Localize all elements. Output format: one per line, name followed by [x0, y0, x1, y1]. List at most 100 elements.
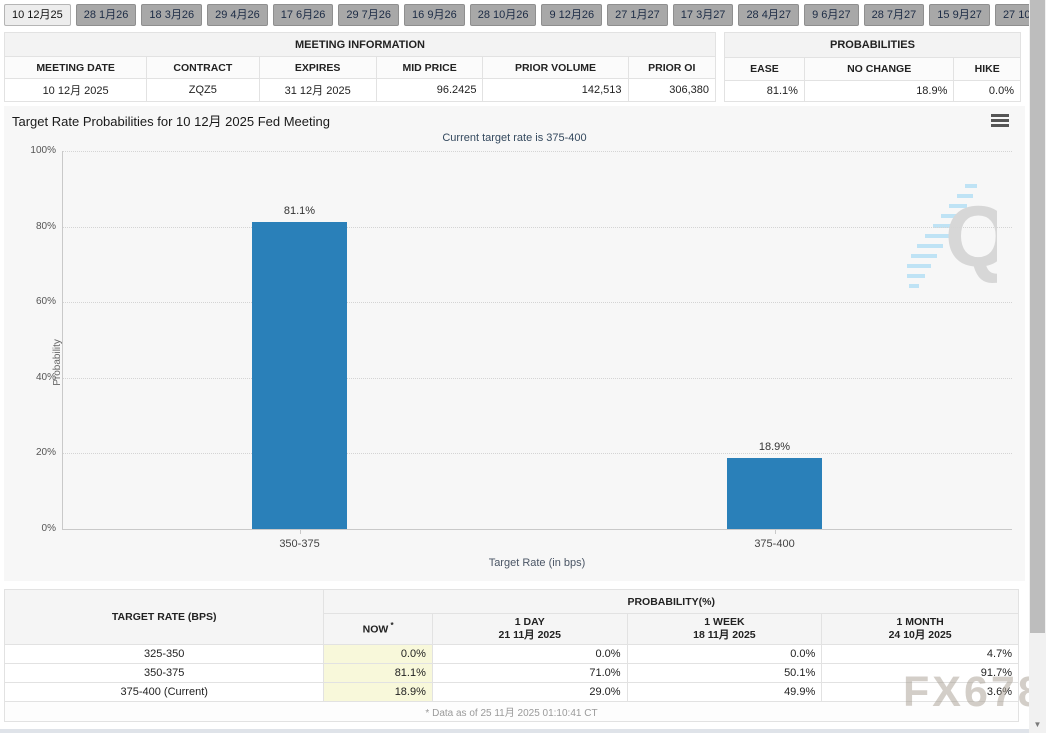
- x-axis-category-label: 375-400: [754, 538, 795, 550]
- period-col-header: 1 DAY 21 11月 2025: [431, 612, 628, 646]
- probabilities-col-header: NO CHANGE: [803, 57, 955, 82]
- y-axis-line: [62, 151, 63, 529]
- probability-group-header: PROBABILITY(%): [323, 589, 1019, 614]
- meeting-date-tab[interactable]: 28 7月27: [863, 4, 925, 26]
- y-axis-tick-label: 80%: [35, 220, 56, 232]
- probability-cell: 49.9%: [626, 682, 823, 703]
- meeting-info-value: ZQZ5: [146, 78, 260, 102]
- probability-cell: 0.0%: [431, 644, 628, 665]
- now-probability-cell: 81.1%: [323, 663, 433, 684]
- history-row: 350-375 81.1% 71.0% 50.1% 91.7%: [3, 663, 1019, 684]
- gridline: [62, 453, 1012, 455]
- meeting-info-col-header: MID PRICE: [375, 56, 484, 79]
- meeting-date-tab[interactable]: 27 1月27: [607, 4, 668, 26]
- meeting-info-col-header: MEETING DATE: [3, 56, 148, 79]
- data-as-of-footnote: * Data as of 25 11月 2025 01:10:41 CT: [4, 701, 1019, 723]
- vertical-scrollbar[interactable]: ▼: [1029, 0, 1046, 733]
- meeting-info-title: MEETING INFORMATION: [4, 32, 716, 57]
- meeting-date-tab[interactable]: 29 4月26: [207, 4, 268, 26]
- meeting-date-tab[interactable]: 9 6月27: [804, 4, 859, 26]
- x-axis-title: Target Rate (in bps): [488, 557, 586, 569]
- probability-cell: 50.1%: [626, 663, 823, 684]
- y-axis-tick-label: 0%: [41, 523, 56, 534]
- summary-tables-row: MEETING INFORMATION MEETING DATE CONTRACT E…: [3, 31, 1025, 102]
- x-axis-line: [62, 529, 1012, 530]
- meeting-date-tab[interactable]: 16 9月26: [404, 4, 465, 26]
- probability-cell: 29.0%: [431, 682, 628, 703]
- meeting-date-tab[interactable]: 9 12月26: [541, 4, 603, 26]
- probabilities-table: PROBABILITIES EASE NO CHANGE HIKE 81.1% 18.9%…: [724, 31, 1021, 102]
- y-axis-title: Probability: [51, 339, 63, 386]
- gridline: [62, 226, 1012, 228]
- probability-cell: 0.0%: [626, 644, 823, 665]
- meeting-info-col-header: CONTRACT: [146, 56, 260, 79]
- history-row: 375-400 (Current) 18.9% 29.0% 49.9% 3.6%: [3, 682, 1019, 703]
- probability-cell: 4.7%: [821, 644, 1019, 665]
- meeting-info-col-header: PRIOR OI: [627, 56, 716, 79]
- y-axis-tick-label: 100%: [30, 145, 56, 156]
- probabilities-col-header: EASE: [724, 57, 805, 82]
- plot-area: 0% 20% 40% 60% 80% 100% 81.1% 350-375 18.9% 375-4…: [30, 145, 1012, 581]
- now-probability-cell: 0.0%: [323, 644, 433, 665]
- scrollbar-thumb[interactable]: [1030, 0, 1045, 633]
- meeting-date-tab-bar: 10 12月25 28 1月26 18 3月26 29 4月26 17 6月26 29 7…: [0, 0, 1046, 30]
- target-rate-cell: 325-350: [3, 644, 325, 665]
- now-probability-cell: 18.9%: [323, 682, 433, 703]
- meeting-date-tab[interactable]: 29 7月26: [338, 4, 400, 26]
- chart-subtitle: Current target rate is 375-400: [442, 132, 587, 144]
- meeting-date-tab[interactable]: 15 9月27: [929, 4, 990, 26]
- probabilities-title: PROBABILITIES: [724, 31, 1021, 59]
- target-rate-header: TARGET RATE (BPS): [3, 588, 325, 646]
- y-axis-tick-label: 40%: [35, 371, 56, 383]
- y-axis-tick-label: 60%: [35, 296, 56, 308]
- probabilities-value: 0.0%: [953, 80, 1021, 102]
- bar-375-400[interactable]: [727, 457, 822, 529]
- probability-cell: 3.6%: [821, 682, 1019, 703]
- meeting-date-tab[interactable]: 18 3月26: [141, 4, 203, 26]
- meeting-date-tab[interactable]: 17 3月27: [672, 4, 734, 26]
- scrollbar-down-arrow[interactable]: ▼: [1033, 720, 1042, 729]
- meeting-info-col-header: PRIOR VOLUME: [482, 56, 629, 79]
- probability-cell: 91.7%: [821, 663, 1019, 684]
- x-axis-tick: [299, 529, 301, 534]
- bar-350-375[interactable]: [252, 222, 347, 529]
- bar-value-label: 18.9%: [758, 440, 791, 453]
- meeting-date-tab[interactable]: 28 4月27: [738, 4, 800, 26]
- period-col-header: 1 WEEK 18 11月 2025: [626, 612, 823, 646]
- meeting-info-value: 10 12月 2025: [3, 78, 148, 102]
- probability-cell: 71.0%: [431, 663, 628, 684]
- period-col-header: 1 MONTH 24 10月 2025: [821, 612, 1019, 646]
- x-axis-tick: [774, 529, 776, 534]
- meeting-info-value: 31 12月 2025: [258, 78, 377, 102]
- probabilities-col-header: HIKE: [953, 57, 1021, 82]
- target-rate-cell: 350-375: [3, 663, 325, 684]
- probability-chart: Target Rate Probabilities for 10 12月 202…: [4, 106, 1025, 581]
- period-col-header: NOW *: [323, 612, 433, 646]
- meeting-date-tab[interactable]: 28 1月26: [75, 4, 137, 26]
- meeting-date-tab[interactable]: 10 12月25: [4, 4, 71, 26]
- bottom-edge-bar: [0, 729, 1046, 733]
- bar-value-label: 81.1%: [283, 205, 316, 218]
- meeting-date-tab[interactable]: 17 6月26: [272, 4, 334, 26]
- meeting-info-col-header: EXPIRES: [258, 56, 377, 79]
- meeting-info-value: 142,513: [482, 78, 629, 102]
- chart-title: Target Rate Probabilities for 10 12月 202…: [12, 114, 330, 129]
- target-rate-cell: 375-400 (Current): [3, 682, 325, 703]
- meeting-date-tab[interactable]: 28 10月26: [469, 4, 537, 26]
- meeting-info-value: 306,380: [627, 78, 716, 102]
- meeting-information-table: MEETING INFORMATION MEETING DATE CONTRACT E…: [3, 32, 716, 102]
- history-table-wrap: TARGET RATE (BPS) PROBABILITY(%) NOW * 1 DA…: [3, 588, 1025, 723]
- probabilities-value: 18.9%: [803, 80, 955, 102]
- gridline: [62, 151, 1012, 152]
- chart-menu-icon[interactable]: [991, 114, 1009, 128]
- y-axis-tick-label: 20%: [35, 447, 56, 459]
- history-row: 325-350 0.0% 0.0% 0.0% 4.7%: [3, 644, 1019, 665]
- meeting-info-value: 96.2425: [375, 78, 484, 102]
- x-axis-category-label: 350-375: [279, 538, 320, 550]
- gridline: [62, 377, 1012, 379]
- gridline: [62, 302, 1012, 304]
- probabilities-value: 81.1%: [724, 80, 805, 102]
- probability-history-table: TARGET RATE (BPS) PROBABILITY(%) NOW * 1 DA…: [3, 588, 1019, 723]
